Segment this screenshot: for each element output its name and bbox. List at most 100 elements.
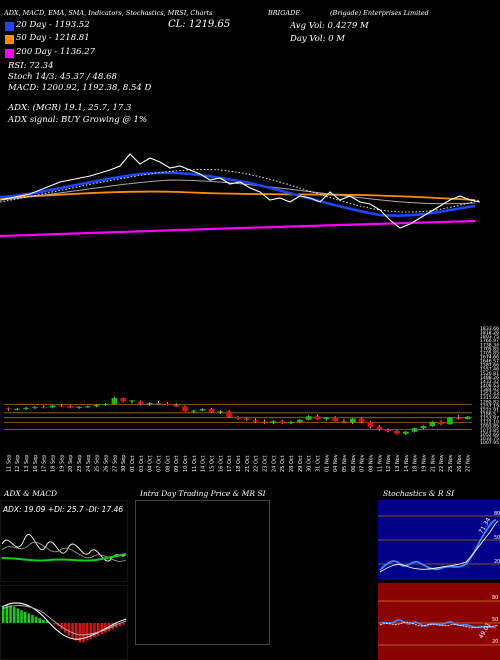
ema200-line [0,219,476,238]
macd-hist-bar [38,618,42,623]
candle-body [394,431,400,434]
avg-vol-label: Avg Vol: 0.4279 M [290,21,369,31]
candle-body [5,408,12,410]
macd-hist-bar [2,607,5,623]
candle-body [217,411,224,413]
candle-body [208,408,215,413]
date-tick-label: 21 Oct [245,455,251,472]
macd-hist-bar [89,623,93,639]
stoch-tick-20: 20 [494,559,500,565]
price-axis-label: 1488.26 [480,375,499,381]
price-axis-label: 1222.91 [480,407,499,413]
date-tick-label: 20 Sep [68,455,74,472]
price-axis-label: 1520.81 [480,371,499,377]
date-tick-label: 16 Oct [218,455,224,472]
stoch-rsi-title: Stochastics & R SI [383,489,455,498]
candle-body [376,426,383,430]
date-tick-label: 21 Nov [430,454,436,472]
macd-hist-bar [71,623,74,639]
date-tick-label: 08 Oct [165,455,171,472]
rsi-tick-80: 80 [492,595,498,601]
date-tick-label: 17 Oct [227,455,233,472]
adx-panel-label: ADX: 19.09 +DI: 25.7 -DI: 17.46 [2,505,123,514]
date-tick-label: 30 Oct [307,455,313,472]
price-axis-label: 1674.66 [480,355,499,361]
macd-hist-bar [45,621,49,623]
price-axis-label: 1007.95 [480,440,499,446]
date-tick-label: 15 Oct [210,455,216,472]
date-tick-label: 12 Nov [386,454,392,472]
macd-hist-bar [122,623,125,625]
macd-hist-bar [16,608,20,623]
date-tick-label: 07 Oct [157,455,163,472]
price-axis-label: 1153.97 [480,416,499,422]
stoch-d-line [379,520,499,573]
candle-body [429,421,436,427]
date-tick-label: 23 Oct [262,455,268,472]
date-tick-label: 29 Oct [298,455,304,472]
candle-body [58,405,65,407]
price-axis-label: 1432.32 [480,379,499,385]
candle-body [235,417,241,419]
macd-hist-bar [64,623,67,633]
date-tick-label: 07 Nov [360,454,366,472]
adx-white-line [1,534,127,562]
candle-body [411,428,418,432]
stochastics-panel: 80 50 20 71.34 [378,500,500,580]
candle-body [252,420,259,422]
price-axis-label: 1122.19 [480,420,499,426]
macd-histogram [2,605,125,643]
price-axis-label: 1587.66 [480,363,499,369]
candle-body [93,405,100,407]
close-price-label: CL: 1219.65 [168,19,231,30]
legend-dma50: 50 Day - 1218.81 [16,33,90,43]
rsi-tick-20: 20 [492,639,498,645]
macd-hist-bar [115,623,118,628]
candle-body [464,416,471,420]
macd-hist-bar [96,623,100,636]
date-tick-label: 22 Oct [254,455,260,472]
legend-adx-signal: ADX signal: BUY Growing @ 1% [8,115,148,125]
date-tick-label: 08 Nov [368,454,374,472]
price-axis-label: 1257.19 [480,403,499,409]
candle-body [138,401,144,405]
candle-body [120,398,127,402]
date-tick-label: 03 Oct [139,455,145,472]
date-tick-label: 13 Sep [24,455,30,472]
header-company: (Brigade) Enterprises Limited [330,9,429,17]
price-axis-label: 1803.75 [480,334,499,340]
price-axis-label: 1705.85 [480,346,499,352]
header-ticker: BRIGADE [268,9,301,17]
macd-hist-bar [20,610,23,623]
price-axis-label: 1646.57 [480,359,499,365]
price-axis-label: 1073.85 [480,428,499,434]
macd-hist-bar [53,623,56,625]
date-tick-label: 30 Sep [121,455,127,472]
candle-body [199,408,206,411]
candle-body [49,405,56,408]
legend-rsi: RSI: 72.34 [8,61,54,71]
legend-dma20: 20 Day - 1193.52 [16,20,90,30]
macd-panel [0,585,128,660]
date-tick-label: 27 Sep [112,455,118,472]
candle-body [191,410,197,412]
price-axis-label: 1033.75 [480,436,499,442]
candle-body [455,417,462,420]
date-tick-label: 19 Nov [421,454,427,472]
macd-hist-bar [34,616,38,623]
price-axis-label: 1384.92 [480,387,499,393]
candle-body [349,418,356,423]
macd-hist-bar [9,605,12,623]
ema50-swatch [5,35,14,44]
date-tick-label: 14 Oct [201,455,207,472]
price-axis-label: 1705.85 [480,350,499,356]
candle-body [226,411,232,417]
adx-macd-title: ADX & MACD [4,489,58,498]
macd-hist-bar [23,611,27,623]
candle-body [23,407,29,409]
price-axis-label: 1408.53 [480,383,499,389]
candle-body [67,406,74,408]
stoch-tick-50: 50 [494,535,500,541]
candle-body [385,429,391,431]
date-tick-label: 19 Sep [59,455,65,472]
